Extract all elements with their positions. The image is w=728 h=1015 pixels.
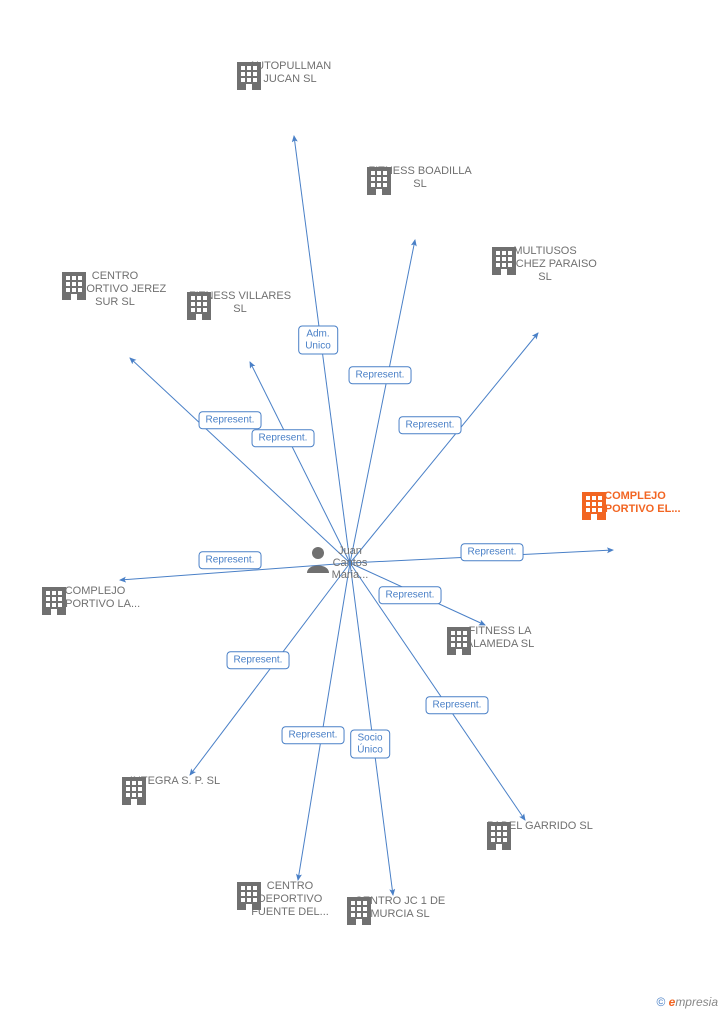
edge-label: Represent. — [379, 586, 442, 604]
person-icon — [305, 545, 331, 573]
edge-label: Represent. — [199, 411, 262, 429]
edge-label: Represent. — [282, 726, 345, 744]
building-icon — [445, 625, 473, 655]
edge-label: Represent. — [426, 696, 489, 714]
building-icon — [60, 270, 88, 300]
building-icon — [345, 895, 373, 925]
building-icon — [120, 775, 148, 805]
building-icon — [235, 60, 263, 90]
edge-label: Represent. — [349, 366, 412, 384]
brand-rest: mpresia — [675, 995, 718, 1009]
edge-label: Represent. — [399, 416, 462, 434]
edge-line — [350, 240, 415, 563]
edge-label: Represent. — [199, 551, 262, 569]
edge-line — [298, 563, 350, 880]
company-node[interactable]: FITNESS BOADILLA SL — [365, 165, 475, 191]
building-icon — [485, 820, 513, 850]
diagram-canvas: JuanCantosMaria... AUTOPULLMAN JUCAN SL F… — [0, 0, 728, 1015]
building-icon — [185, 290, 213, 320]
edge-label: Adm.Unico — [298, 326, 338, 355]
company-node[interactable]: FITNESS VILLARES SL — [185, 290, 295, 316]
company-node[interactable]: CENTRO DEPORTIVO JEREZ SUR SL — [60, 270, 170, 310]
building-icon — [490, 245, 518, 275]
edge-label: Represent. — [227, 651, 290, 669]
company-node[interactable]: INTEGRA S. P. SL — [120, 775, 230, 788]
edge-label: SocioÚnico — [350, 730, 390, 759]
company-node[interactable]: FITNESS LA ALAMEDA SL — [445, 625, 555, 651]
edge-line — [250, 362, 350, 563]
footer-brand: © empresia — [656, 995, 718, 1009]
center-person-node[interactable]: JuanCantosMaria... — [305, 545, 395, 581]
company-node[interactable]: COMPLEJO DEPORTIVO EL... — [580, 490, 690, 516]
building-icon — [235, 880, 263, 910]
copyright-symbol: © — [656, 995, 665, 1009]
edge-label: Represent. — [252, 429, 315, 447]
company-node[interactable]: COMPLEJO DEPORTIVO LA... — [40, 585, 150, 611]
company-node[interactable]: MULTIUSOS SANCHEZ PARAISO SL — [490, 245, 600, 285]
building-icon — [40, 585, 68, 615]
company-node[interactable]: CENTRO DEPORTIVO FUENTE DEL... — [235, 880, 345, 920]
building-icon — [365, 165, 393, 195]
company-node[interactable]: AUTOPULLMAN JUCAN SL — [235, 60, 345, 86]
company-node[interactable]: CENTRO JC 1 DE MURCIA SL — [345, 895, 455, 921]
edge-label: Represent. — [461, 543, 524, 561]
company-node[interactable]: PADEL GARRIDO SL — [485, 820, 595, 833]
building-icon — [580, 490, 608, 520]
edge-line — [130, 358, 350, 563]
